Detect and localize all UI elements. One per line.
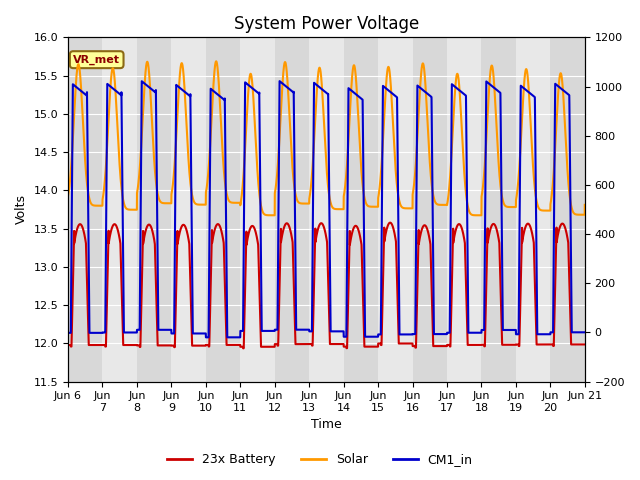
- X-axis label: Time: Time: [311, 419, 342, 432]
- Bar: [240, 37, 275, 382]
- Bar: [137, 37, 172, 382]
- Title: System Power Voltage: System Power Voltage: [234, 15, 419, 33]
- Bar: [550, 37, 585, 382]
- Bar: [206, 37, 240, 382]
- Bar: [68, 37, 102, 382]
- Bar: [413, 37, 447, 382]
- Bar: [102, 37, 137, 382]
- Bar: [344, 37, 378, 382]
- Bar: [516, 37, 550, 382]
- Bar: [447, 37, 481, 382]
- Bar: [309, 37, 344, 382]
- Y-axis label: Volts: Volts: [15, 194, 28, 225]
- Legend: 23x Battery, Solar, CM1_in: 23x Battery, Solar, CM1_in: [163, 448, 477, 471]
- Bar: [275, 37, 309, 382]
- Bar: [481, 37, 516, 382]
- Bar: [172, 37, 206, 382]
- Text: VR_met: VR_met: [73, 55, 120, 65]
- Bar: [378, 37, 413, 382]
